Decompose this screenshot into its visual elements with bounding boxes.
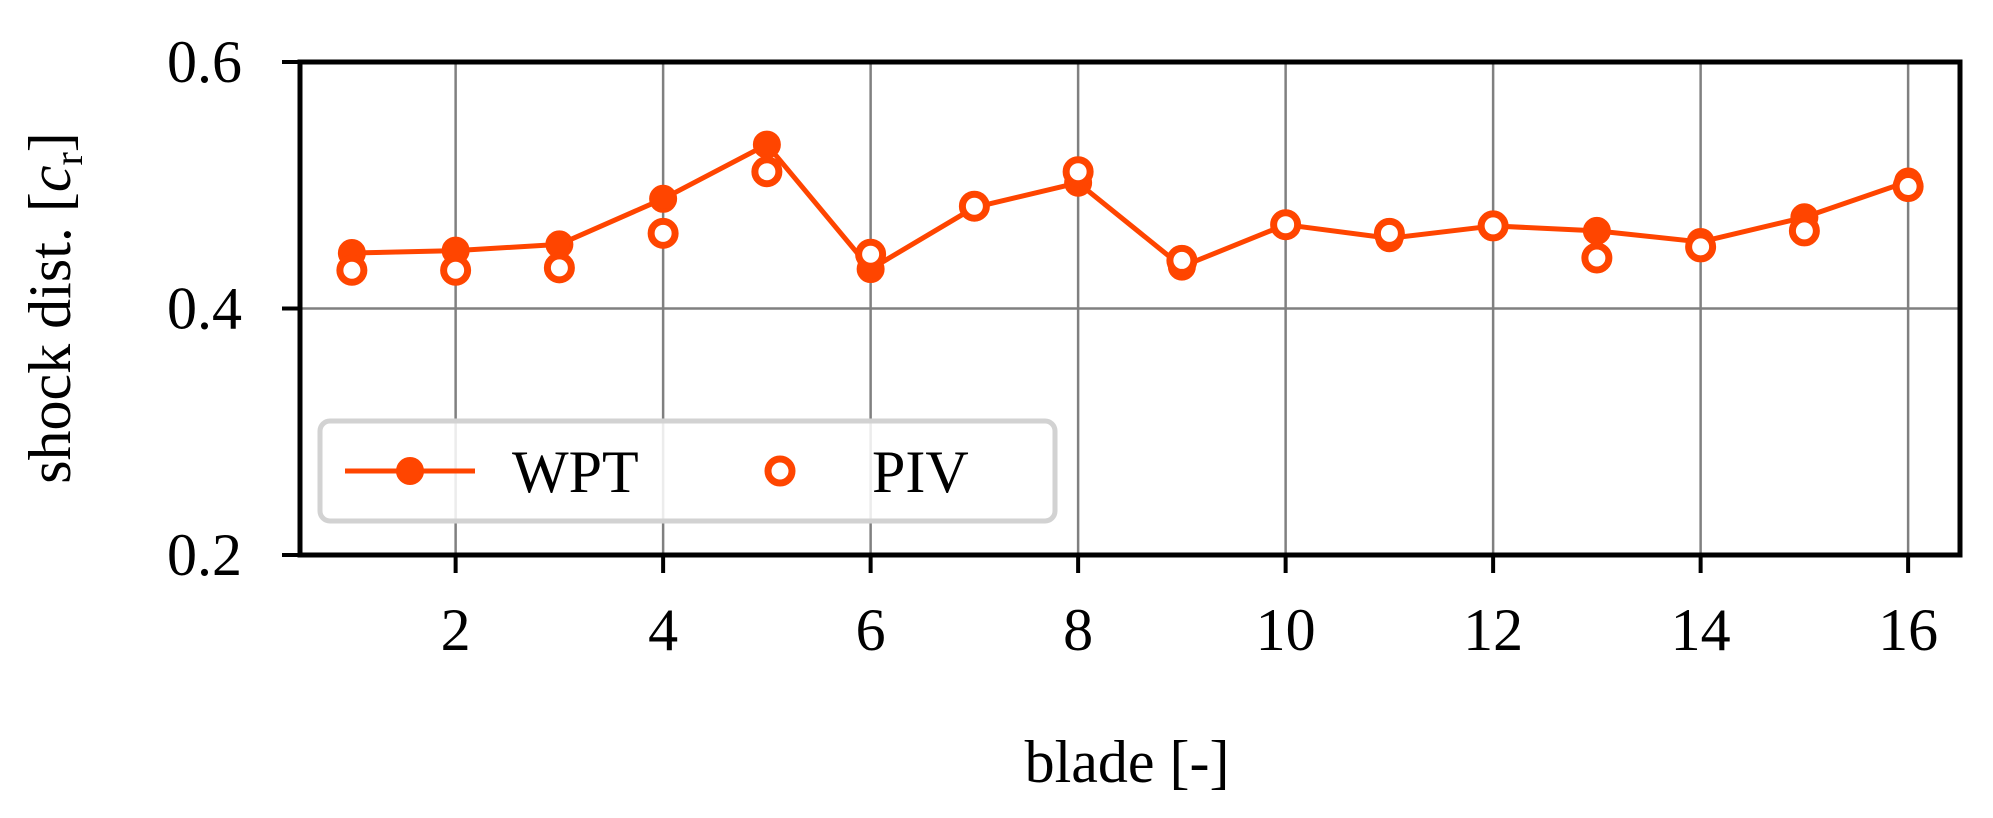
piv-data-point — [1788, 215, 1820, 247]
piv-data-point — [1892, 170, 1924, 202]
legend: WPT PIV — [317, 418, 1058, 524]
x-tick-label: 10 — [1256, 597, 1316, 663]
piv-data-point — [1062, 156, 1094, 188]
piv-data-point — [1373, 217, 1405, 249]
y-axis-ticks: 0.2 0.4 0.6 — [167, 29, 300, 588]
piv-data-point — [751, 156, 783, 188]
wpt-data-point — [752, 130, 781, 159]
wpt-series-line — [351, 142, 1909, 272]
plot-frame — [297, 59, 1963, 558]
piv-data-point — [647, 217, 679, 249]
x-tick-label: 14 — [1671, 597, 1731, 663]
x-tick-label: 2 — [441, 597, 471, 663]
x-tick-label: 6 — [856, 597, 886, 663]
piv-data-point — [1477, 210, 1509, 242]
piv-data-point — [1581, 242, 1613, 274]
piv-data-point — [958, 190, 990, 222]
plot-series — [336, 130, 1924, 286]
x-axis-label: blade [-] — [1025, 729, 1230, 795]
wpt-data-point — [649, 184, 678, 213]
legend-box — [317, 418, 1058, 524]
legend-wpt-label: WPT — [512, 439, 639, 505]
piv-data-point — [855, 238, 887, 270]
y-tick-label: 0.6 — [167, 29, 242, 95]
legend-piv-marker — [764, 455, 796, 487]
piv-data-point — [543, 252, 575, 284]
x-tick-label: 12 — [1463, 597, 1523, 663]
y-axis-label: shock dist. [cr] — [17, 132, 91, 484]
y-tick-label: 0.4 — [167, 276, 242, 342]
piv-data-point — [1270, 209, 1302, 241]
piv-data-point — [1685, 231, 1717, 263]
legend-piv-label: PIV — [872, 439, 969, 505]
x-tick-label: 16 — [1878, 597, 1938, 663]
legend-wpt-marker — [396, 457, 424, 485]
y-tick-label: 0.2 — [167, 522, 242, 588]
wpt-data-point — [1582, 216, 1611, 245]
piv-data-point — [440, 254, 472, 286]
piv-data-point — [1166, 244, 1198, 276]
x-tick-label: 8 — [1063, 597, 1093, 663]
piv-data-point — [336, 254, 368, 286]
x-tick-label: 4 — [648, 597, 678, 663]
x-axis-ticks: 2 4 6 8 10 12 14 16 — [441, 555, 1938, 663]
